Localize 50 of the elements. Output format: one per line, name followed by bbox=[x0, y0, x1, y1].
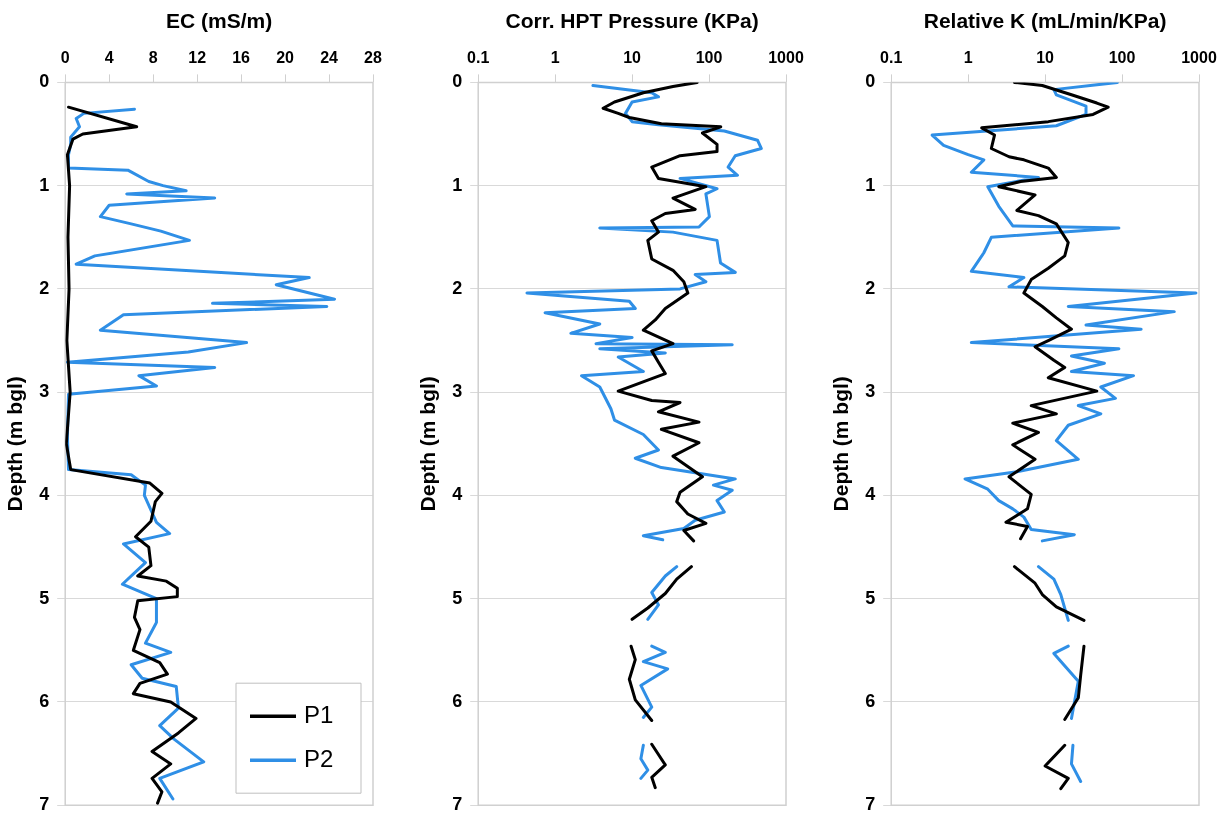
y-tick-label: 5 bbox=[452, 587, 463, 608]
x-tick-label: 8 bbox=[148, 49, 158, 67]
x-tick-label: 24 bbox=[320, 49, 339, 67]
y-tick-label: 3 bbox=[39, 381, 50, 402]
y-tick-label: 6 bbox=[39, 690, 50, 711]
x-tick-label: 0.1 bbox=[467, 49, 490, 67]
y-tick-label: 0 bbox=[452, 71, 463, 92]
y-tick-label: 2 bbox=[865, 277, 876, 298]
x-tick-label: 20 bbox=[276, 49, 295, 67]
x-tick-label: 100 bbox=[695, 49, 723, 67]
x-tick-label: 0 bbox=[60, 49, 70, 67]
y-tick-label: 3 bbox=[452, 381, 463, 402]
y-tick-label: 2 bbox=[452, 277, 463, 298]
x-tick-label: 100 bbox=[1108, 49, 1136, 67]
y-tick-label: 7 bbox=[865, 794, 876, 815]
x-tick-label: 28 bbox=[364, 49, 382, 67]
y-tick-label: 6 bbox=[865, 690, 876, 711]
x-axis-title: EC (mS/m) bbox=[166, 9, 273, 33]
y-tick-label: 1 bbox=[39, 174, 50, 195]
x-tick-label: 10 bbox=[623, 49, 642, 67]
y-tick-label: 6 bbox=[452, 690, 463, 711]
x-tick-label: 4 bbox=[104, 49, 114, 67]
y-tick-label: 4 bbox=[39, 484, 50, 505]
y-tick-label: 3 bbox=[865, 381, 876, 402]
y-tick-label: 0 bbox=[865, 71, 876, 92]
legend-label: P1 bbox=[304, 700, 334, 728]
x-tick-label: 16 bbox=[232, 49, 251, 67]
y-tick-label: 4 bbox=[452, 484, 463, 505]
y-tick-label: 0 bbox=[39, 71, 50, 92]
x-axis-title: Corr. HPT Pressure (KPa) bbox=[505, 9, 759, 33]
y-tick-label: 7 bbox=[452, 794, 463, 815]
y-tick-label: 5 bbox=[39, 587, 50, 608]
y-axis-title: Depth (m bgl) bbox=[3, 376, 27, 512]
y-tick-label: 4 bbox=[865, 484, 876, 505]
y-tick-label: 1 bbox=[865, 174, 876, 195]
x-tick-label: 0.1 bbox=[880, 49, 903, 67]
y-tick-label: 5 bbox=[865, 587, 876, 608]
y-tick-label: 7 bbox=[39, 794, 50, 815]
y-tick-label: 2 bbox=[39, 277, 50, 298]
x-tick-label: 1000 bbox=[768, 49, 804, 67]
y-tick-label: 1 bbox=[452, 174, 463, 195]
x-axis-title: Relative K (mL/min/KPa) bbox=[923, 9, 1167, 33]
x-tick-label: 10 bbox=[1036, 49, 1055, 67]
y-axis-title: Depth (m bgl) bbox=[829, 376, 853, 512]
x-tick-label: 1000 bbox=[1181, 49, 1217, 67]
y-axis-title: Depth (m bgl) bbox=[416, 376, 440, 512]
x-tick-label: 1 bbox=[963, 49, 973, 67]
legend-label: P2 bbox=[304, 744, 334, 772]
x-tick-label: 12 bbox=[188, 49, 207, 67]
x-tick-label: 1 bbox=[550, 49, 560, 67]
